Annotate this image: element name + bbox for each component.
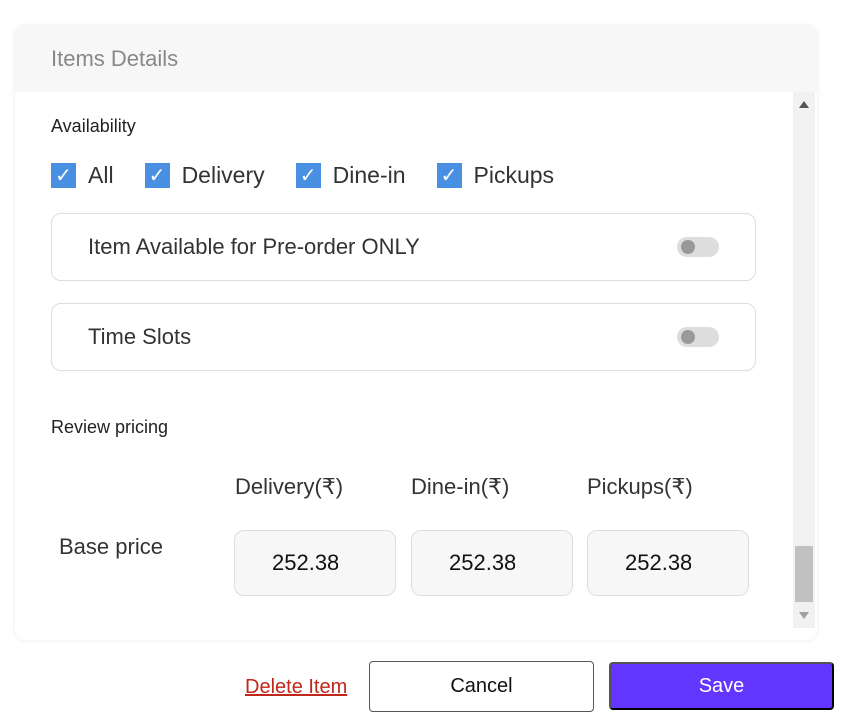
column-dine-in: Dine-in(₹) (411, 474, 510, 499)
preorder-row: Item Available for Pre-order ONLY (51, 213, 756, 281)
time-slots-row: Time Slots (51, 303, 756, 371)
pickups-price-input[interactable]: 252.38 (587, 530, 749, 596)
checkbox-label: Delivery (181, 162, 265, 188)
availability-checkboxes: ✓ All ✓ Delivery ✓ Dine-in ✓ Pickups (51, 162, 585, 189)
checkbox-delivery[interactable]: ✓ Delivery (144, 162, 265, 189)
time-slots-label: Time Slots (88, 324, 192, 349)
checkbox-pickups[interactable]: ✓ Pickups (436, 162, 555, 189)
review-pricing-label: Review pricing (51, 417, 169, 437)
scrollbar-thumb[interactable] (795, 546, 813, 602)
input-value: 252.38 (449, 550, 515, 575)
delivery-price-input[interactable]: 252.38 (234, 530, 396, 596)
check-icon: ✓ (295, 163, 321, 188)
dine-in-price-input[interactable]: 252.38 (411, 530, 573, 596)
checkbox-dine-in[interactable]: ✓ Dine-in (295, 162, 406, 189)
save-button[interactable]: Save (609, 662, 834, 710)
scroll-down-icon[interactable] (799, 612, 809, 619)
base-price-label: Base price (59, 534, 163, 559)
input-value: 252.38 (272, 550, 338, 575)
preorder-label: Item Available for Pre-order ONLY (88, 234, 420, 259)
time-slots-toggle[interactable] (677, 327, 719, 347)
checkbox-label: Pickups (473, 162, 555, 188)
cancel-button[interactable]: Cancel (369, 661, 594, 712)
column-pickups: Pickups(₹) (587, 474, 693, 499)
checkbox-label: Dine-in (332, 162, 406, 188)
input-value: 252.38 (625, 550, 691, 575)
delete-item-link[interactable]: Delete Item (245, 676, 348, 698)
check-icon: ✓ (51, 163, 76, 188)
check-icon: ✓ (436, 163, 462, 188)
items-details-card: Items Details Availability ✓ All ✓ Deliver… (15, 26, 817, 640)
column-delivery: Delivery(₹) (235, 474, 344, 499)
preorder-toggle[interactable] (677, 237, 719, 257)
availability-label: Availability (51, 116, 136, 136)
scroll-content: Availability ✓ All ✓ Delivery ✓ Dine-in ✓ Pi… (15, 92, 793, 628)
checkbox-all[interactable]: ✓ All (51, 162, 114, 189)
scroll-up-icon[interactable] (799, 101, 809, 108)
check-icon: ✓ (144, 163, 170, 188)
checkbox-label: All (88, 162, 114, 188)
scrollbar[interactable] (793, 92, 815, 628)
card-title: Items Details (15, 26, 817, 92)
